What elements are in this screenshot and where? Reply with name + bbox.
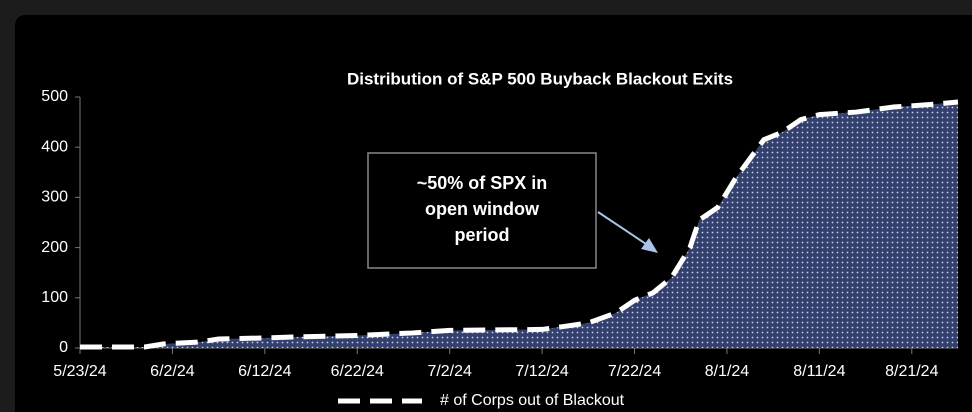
line [80,99,959,350]
y-tick-label: 500 [41,88,68,105]
x-tick-label: 6/12/24 [238,363,291,380]
x-tick-label: 7/12/24 [515,363,568,380]
chart-title: Distribution of S&P 500 Buyback Blackout… [347,69,733,88]
arrow-head [641,238,658,253]
x-tick-label: 6/22/24 [331,363,384,380]
x-tick-label: 7/22/24 [608,363,661,380]
y-tick-label: 300 [41,189,68,206]
annotation: ~50% of SPX in open window period [367,152,658,269]
area [80,102,958,349]
x-tick-label: 5/23/24 [53,363,106,380]
x-tick-label: 8/11/24 [793,363,845,380]
x-tick-label: 8/1/24 [705,363,750,380]
y-tick-label: 100 [41,289,68,306]
annotation-text: ~50% of SPX in open window period [417,173,548,245]
y-tick-label: 0 [59,339,68,356]
x-tick-label: 7/2/24 [427,363,472,380]
y-tick-label: 400 [41,138,68,155]
x-tick-label: 8/21/24 [885,363,938,380]
legend-label: # of Corps out of Blackout [440,392,625,409]
annotation-box [367,152,597,269]
y-tick-label: 200 [41,239,68,256]
x-tick-label: 6/2/24 [150,363,195,380]
